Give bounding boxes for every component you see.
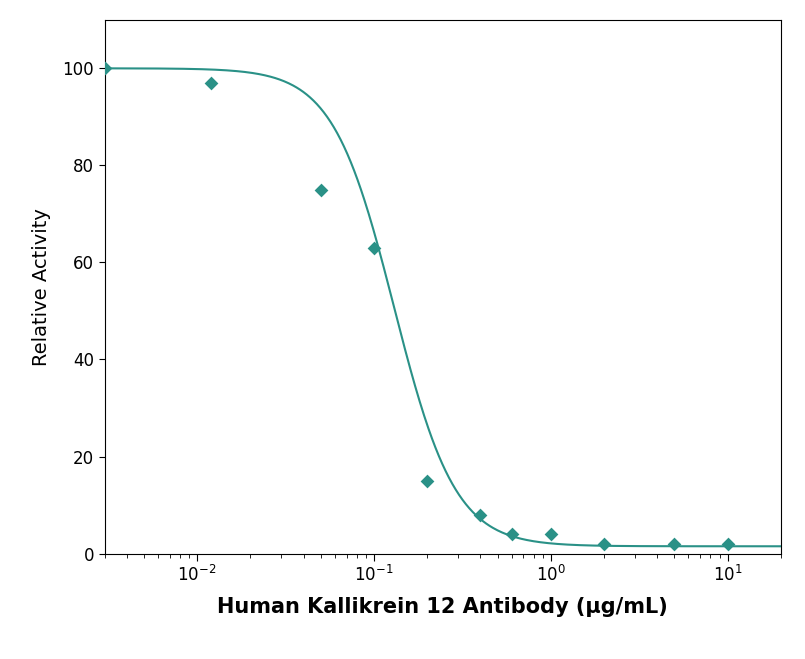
Point xyxy=(505,529,518,540)
Point xyxy=(98,63,111,74)
Point xyxy=(204,78,217,88)
Point xyxy=(544,529,557,540)
Point xyxy=(668,538,681,549)
Point xyxy=(597,538,610,549)
Y-axis label: Relative Activity: Relative Activity xyxy=(32,208,52,366)
Point xyxy=(368,243,381,253)
X-axis label: Human Kallikrein 12 Antibody (μg/mL): Human Kallikrein 12 Antibody (μg/mL) xyxy=(217,596,668,617)
Point xyxy=(421,476,434,486)
Point xyxy=(314,185,327,195)
Point xyxy=(474,509,487,520)
Point xyxy=(721,538,734,549)
